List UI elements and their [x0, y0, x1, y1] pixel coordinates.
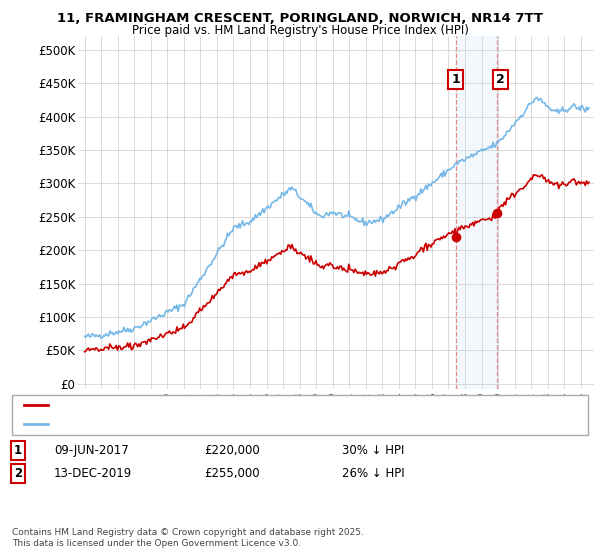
- Text: 1: 1: [451, 73, 460, 86]
- Text: 09-JUN-2017: 09-JUN-2017: [54, 444, 129, 458]
- Text: 1: 1: [14, 444, 22, 458]
- Text: 30% ↓ HPI: 30% ↓ HPI: [342, 444, 404, 458]
- Text: 2: 2: [496, 73, 505, 86]
- Text: 13-DEC-2019: 13-DEC-2019: [54, 466, 132, 480]
- Text: 26% ↓ HPI: 26% ↓ HPI: [342, 466, 404, 480]
- Text: Contains HM Land Registry data © Crown copyright and database right 2025.
This d: Contains HM Land Registry data © Crown c…: [12, 528, 364, 548]
- Text: 11, FRAMINGHAM CRESCENT, PORINGLAND, NORWICH, NR14 7TT (detached house): 11, FRAMINGHAM CRESCENT, PORINGLAND, NOR…: [51, 400, 509, 410]
- Text: 2: 2: [14, 466, 22, 480]
- Text: £255,000: £255,000: [204, 466, 260, 480]
- Text: HPI: Average price, detached house, South Norfolk: HPI: Average price, detached house, Sout…: [51, 419, 328, 429]
- Bar: [456, 36, 497, 389]
- Text: £220,000: £220,000: [204, 444, 260, 458]
- Text: Price paid vs. HM Land Registry's House Price Index (HPI): Price paid vs. HM Land Registry's House …: [131, 24, 469, 37]
- Text: 11, FRAMINGHAM CRESCENT, PORINGLAND, NORWICH, NR14 7TT: 11, FRAMINGHAM CRESCENT, PORINGLAND, NOR…: [57, 12, 543, 25]
